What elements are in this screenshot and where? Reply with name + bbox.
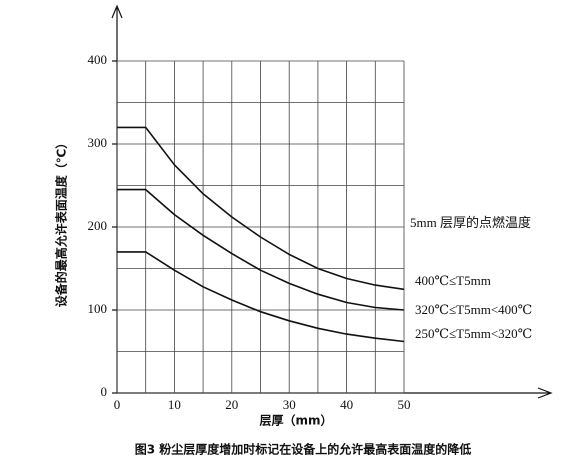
series-line <box>117 251 405 343</box>
y-tick-label: 100 <box>88 301 108 316</box>
series-line <box>117 126 405 291</box>
y-tick-label: 0 <box>101 384 108 399</box>
y-tick-label: 200 <box>88 218 108 233</box>
y-tick-label: 400 <box>88 52 108 67</box>
x-tick-label: 50 <box>398 397 411 412</box>
x-axis-label: 层厚（mm） <box>259 413 332 428</box>
x-tick-label: 30 <box>283 397 296 412</box>
y-axis-label: 设备的最高允许表面温度（℃） <box>54 137 69 308</box>
x-tick-label: 0 <box>114 397 121 412</box>
annotation: 5mm 层厚的点燃温度 <box>410 215 531 230</box>
series-label: 400℃≤T5mm <box>415 273 491 288</box>
series-label: 320℃≤T5mm<400℃ <box>415 302 532 317</box>
caption: 图3 粉尘层厚度增加时标记在设备上的允许最高表面温度的降低 <box>135 442 472 457</box>
series-label: 250℃≤T5mm<320℃ <box>415 326 532 341</box>
x-tick-label: 20 <box>225 397 238 412</box>
y-tick-label: 300 <box>88 135 108 150</box>
series-line <box>117 188 405 311</box>
x-tick-label: 10 <box>168 397 181 412</box>
x-tick-label: 40 <box>340 397 353 412</box>
